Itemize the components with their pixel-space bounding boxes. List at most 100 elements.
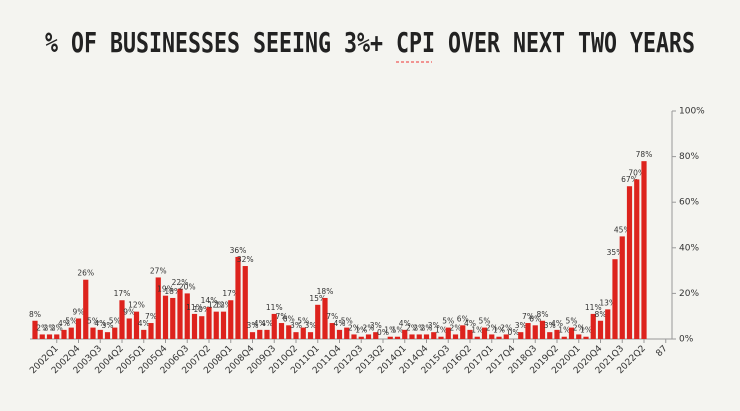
bar: [467, 329, 473, 339]
bar: [518, 332, 524, 339]
value-label: 1%: [493, 326, 505, 335]
value-label: 3%: [428, 321, 440, 330]
value-label: 8%: [595, 310, 607, 319]
bar: [561, 336, 567, 339]
bar: [568, 327, 575, 339]
value-label: 17%: [114, 289, 131, 298]
value-label: 45%: [614, 225, 631, 234]
value-label: 3%: [544, 321, 556, 330]
bar: [373, 332, 379, 339]
bar: [547, 332, 553, 339]
y-tick-label: 20%: [679, 289, 699, 299]
bar: [525, 323, 531, 339]
bar: [257, 329, 263, 339]
bar: [54, 334, 60, 339]
value-label: 2%: [573, 323, 585, 332]
bar: [554, 329, 560, 339]
value-label: 2%: [413, 323, 425, 332]
value-label: 17%: [222, 289, 239, 298]
value-label: 8%: [29, 310, 41, 319]
value-label: 1%: [435, 326, 447, 335]
value-label: 35%: [607, 248, 624, 257]
bar: [213, 311, 219, 339]
value-label: 11%: [186, 303, 203, 312]
bar: [597, 320, 604, 339]
bar: [39, 334, 45, 339]
bar: [351, 334, 357, 339]
bar: [242, 266, 248, 339]
bar: [90, 327, 96, 339]
value-label: 2%: [44, 323, 56, 332]
bar: [112, 327, 118, 339]
value-label: 4%: [58, 319, 70, 328]
value-label: 2%: [36, 323, 48, 332]
value-label: 2%: [363, 323, 375, 332]
bar: [46, 334, 53, 339]
value-label: 4%: [94, 319, 106, 328]
bar: [539, 320, 546, 339]
bar: [61, 329, 67, 339]
bar: [126, 318, 132, 339]
value-label: 1%: [392, 326, 404, 335]
y-tick-label: 100%: [679, 107, 705, 117]
chart-title: % OF BUSINESSES SEEING 3%+ CPI OVER NEXT…: [45, 26, 695, 59]
bar: [402, 329, 408, 339]
bar: [329, 323, 335, 339]
bar: [583, 336, 589, 339]
bar: [605, 309, 611, 339]
bar: [438, 336, 444, 339]
bar: [162, 295, 169, 339]
bar: [489, 334, 495, 339]
value-label: 5%: [297, 317, 309, 326]
bar: [409, 334, 415, 339]
value-label: 14%: [201, 296, 218, 305]
bar: [634, 179, 640, 339]
value-label: 3%: [102, 321, 114, 330]
value-label: 78%: [636, 150, 653, 159]
value-label: 8%: [537, 310, 549, 319]
y-tick-label: 0%: [679, 335, 694, 345]
value-label: 4%: [551, 319, 563, 328]
bar: [641, 161, 647, 339]
bar: [423, 334, 430, 339]
value-label: 5%: [341, 317, 353, 326]
value-label: 4%: [254, 319, 266, 328]
bar: [307, 332, 314, 339]
bar: [532, 325, 538, 339]
bar: [387, 336, 393, 339]
bar: [104, 332, 111, 339]
bar: [315, 304, 321, 339]
value-label: 2%: [51, 323, 63, 332]
bar: [170, 297, 176, 339]
value-label: 2%: [421, 323, 433, 332]
bar: [394, 336, 401, 339]
value-label: 32%: [237, 255, 254, 264]
bar: [155, 277, 161, 339]
value-label: 67%: [621, 175, 638, 184]
value-label: 6%: [457, 314, 469, 323]
y-tick-label: 60%: [679, 198, 699, 208]
bar: [271, 313, 277, 339]
bar: [503, 334, 509, 339]
value-label: 0%: [508, 328, 520, 337]
bar: [576, 334, 582, 339]
bar: [264, 329, 270, 339]
bar: [496, 336, 502, 339]
value-label: 2%: [450, 323, 462, 332]
value-label: 2%: [348, 323, 360, 332]
bar: [119, 300, 125, 339]
value-label: 2%: [406, 323, 418, 332]
value-label: 7%: [276, 312, 288, 321]
value-label: 19%: [157, 285, 174, 294]
bar: [300, 327, 306, 339]
value-label: 5%: [109, 317, 121, 326]
value-label: 11%: [266, 303, 283, 312]
bar: [626, 186, 633, 339]
value-label: 7%: [145, 312, 157, 321]
bar: [286, 325, 292, 339]
value-label: 1%: [355, 326, 367, 335]
bar: [358, 336, 364, 339]
value-label: 4%: [399, 319, 411, 328]
value-label: 36%: [230, 246, 247, 255]
